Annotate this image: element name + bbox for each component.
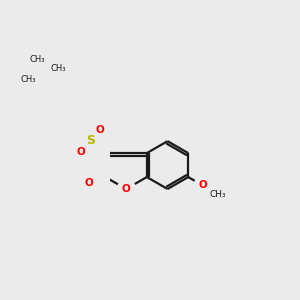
Text: S: S bbox=[86, 134, 95, 148]
Text: O: O bbox=[122, 184, 130, 194]
Text: CH₃: CH₃ bbox=[209, 190, 226, 199]
Text: CH₃: CH₃ bbox=[30, 55, 45, 64]
Text: O: O bbox=[85, 178, 93, 188]
Text: CH₃: CH₃ bbox=[20, 76, 36, 85]
Text: O: O bbox=[95, 124, 104, 134]
Text: CH₃: CH₃ bbox=[50, 64, 66, 73]
Text: O: O bbox=[198, 180, 207, 190]
Text: O: O bbox=[77, 147, 85, 158]
